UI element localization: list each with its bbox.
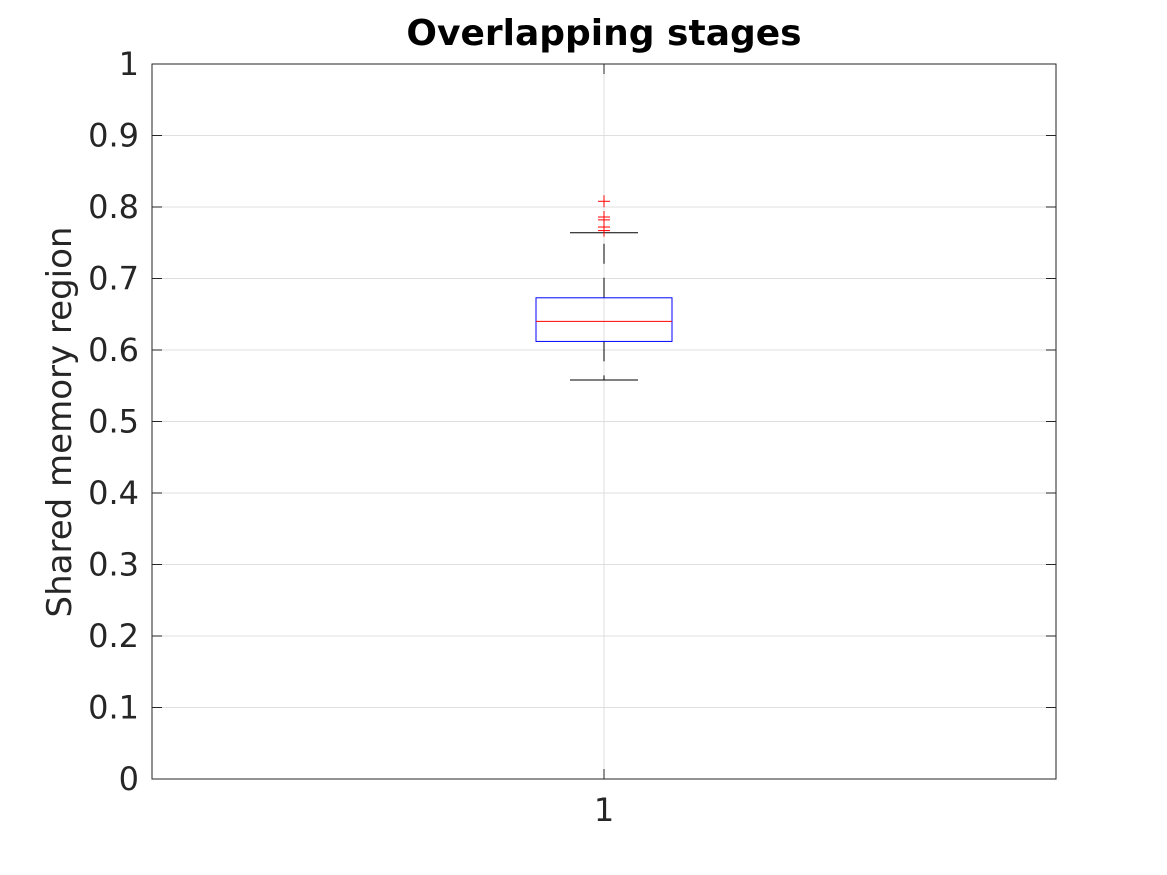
y-tick-label: 0.2 — [88, 617, 139, 655]
grid-lines — [152, 64, 1056, 779]
y-tick-label: 0.3 — [88, 546, 139, 584]
box-plot — [535, 195, 673, 381]
y-tick-label: 1 — [119, 45, 139, 83]
interquartile-box — [535, 297, 673, 342]
plot-area-frame — [151, 63, 1057, 780]
y-tick-label: 0.1 — [88, 689, 139, 727]
y-tick-label: 0.5 — [88, 403, 139, 441]
y-axis-label: Shared memory region — [40, 227, 80, 618]
y-tick-label: 0 — [119, 760, 139, 798]
y-tick-label: 0.8 — [88, 188, 139, 226]
x-tick-label: 1 — [594, 791, 614, 829]
box-series — [535, 195, 673, 381]
y-tick-label: 0.6 — [88, 331, 139, 369]
chart-title: Overlapping stages — [406, 13, 801, 54]
outlier-marker — [598, 211, 610, 224]
axis-ticks: 0 0.1 0.2 0.3 0.4 0.5 0.6 0.7 0.8 0.9 1 1 — [88, 45, 1056, 829]
outlier-marker — [598, 195, 610, 208]
y-tick-label: 0.7 — [88, 260, 139, 298]
y-tick-label: 0.4 — [88, 474, 139, 512]
y-tick-label: 0.9 — [88, 117, 139, 155]
